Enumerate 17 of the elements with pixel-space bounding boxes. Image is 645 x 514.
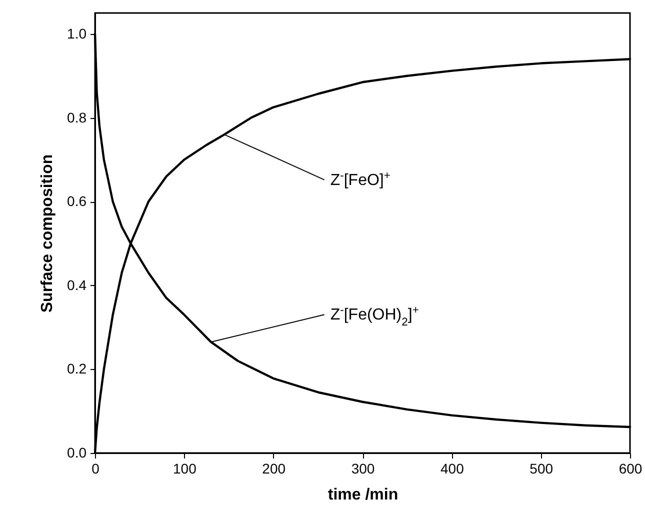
x-axis-title: time /min — [328, 486, 398, 504]
x-tick-label: 500 — [530, 460, 554, 476]
x-tick-label: 0 — [92, 460, 100, 476]
y-tick-label: 0.6 — [67, 193, 87, 210]
annotation: Z$^{-}$[FeO]$^{+}$ — [330, 170, 390, 189]
y-axis-title: Surface composition — [39, 154, 56, 313]
y-tick-label: 0.8 — [67, 109, 87, 126]
y-tick-label: 1.0 — [67, 25, 87, 42]
annotation: Z$^{-}$[Fe(OH)$_{2}$]$^{+}$ — [330, 304, 419, 329]
y-tick-label: 0.4 — [67, 276, 87, 293]
x-tick-label: 400 — [440, 460, 464, 476]
x-tick-label: 300 — [351, 460, 375, 476]
y-tick-label: 0.0 — [67, 444, 87, 460]
x-tick-label: 200 — [262, 460, 286, 476]
y-tick-label: 0.2 — [67, 360, 87, 377]
x-tick-label: 100 — [172, 460, 197, 476]
x-tick-label: 600 — [618, 460, 642, 476]
